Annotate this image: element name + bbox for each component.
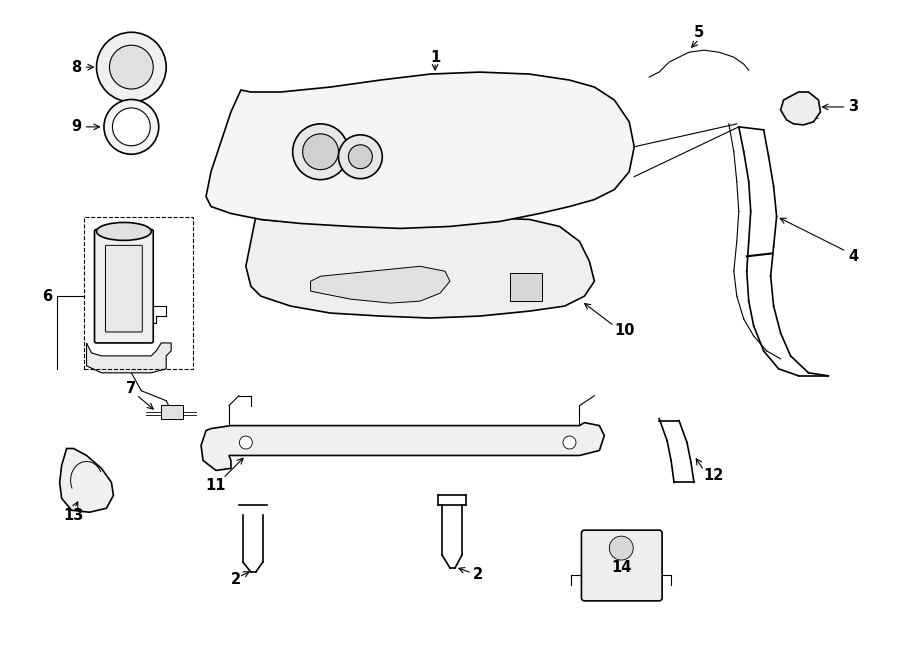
- Polygon shape: [59, 449, 113, 512]
- FancyBboxPatch shape: [509, 273, 542, 301]
- Ellipse shape: [104, 99, 158, 154]
- Polygon shape: [206, 72, 634, 229]
- Circle shape: [239, 436, 252, 449]
- Text: 2: 2: [230, 572, 241, 588]
- Circle shape: [110, 45, 153, 89]
- Circle shape: [348, 145, 373, 169]
- Circle shape: [338, 135, 382, 178]
- Circle shape: [609, 536, 634, 560]
- Text: 9: 9: [71, 120, 82, 134]
- Text: 2: 2: [472, 567, 483, 582]
- Ellipse shape: [112, 108, 150, 146]
- Polygon shape: [780, 92, 821, 125]
- Text: 3: 3: [848, 99, 859, 114]
- Text: 8: 8: [71, 59, 82, 75]
- Text: 7: 7: [126, 381, 137, 396]
- Circle shape: [302, 134, 338, 170]
- Ellipse shape: [96, 223, 151, 241]
- Text: 4: 4: [848, 249, 859, 264]
- Circle shape: [96, 32, 166, 102]
- FancyBboxPatch shape: [105, 245, 142, 332]
- Text: 12: 12: [704, 468, 725, 483]
- Polygon shape: [310, 266, 450, 303]
- Text: 14: 14: [611, 561, 632, 576]
- Polygon shape: [201, 422, 604, 471]
- Text: 6: 6: [41, 289, 52, 303]
- Text: 13: 13: [63, 508, 84, 523]
- FancyBboxPatch shape: [161, 405, 183, 418]
- Text: 1: 1: [430, 50, 440, 65]
- Polygon shape: [246, 217, 594, 318]
- Text: 5: 5: [694, 24, 704, 40]
- Circle shape: [292, 124, 348, 180]
- FancyBboxPatch shape: [94, 229, 153, 343]
- Polygon shape: [86, 343, 171, 373]
- Circle shape: [563, 436, 576, 449]
- Text: 10: 10: [614, 323, 634, 338]
- FancyBboxPatch shape: [581, 530, 662, 601]
- Text: 11: 11: [206, 478, 226, 493]
